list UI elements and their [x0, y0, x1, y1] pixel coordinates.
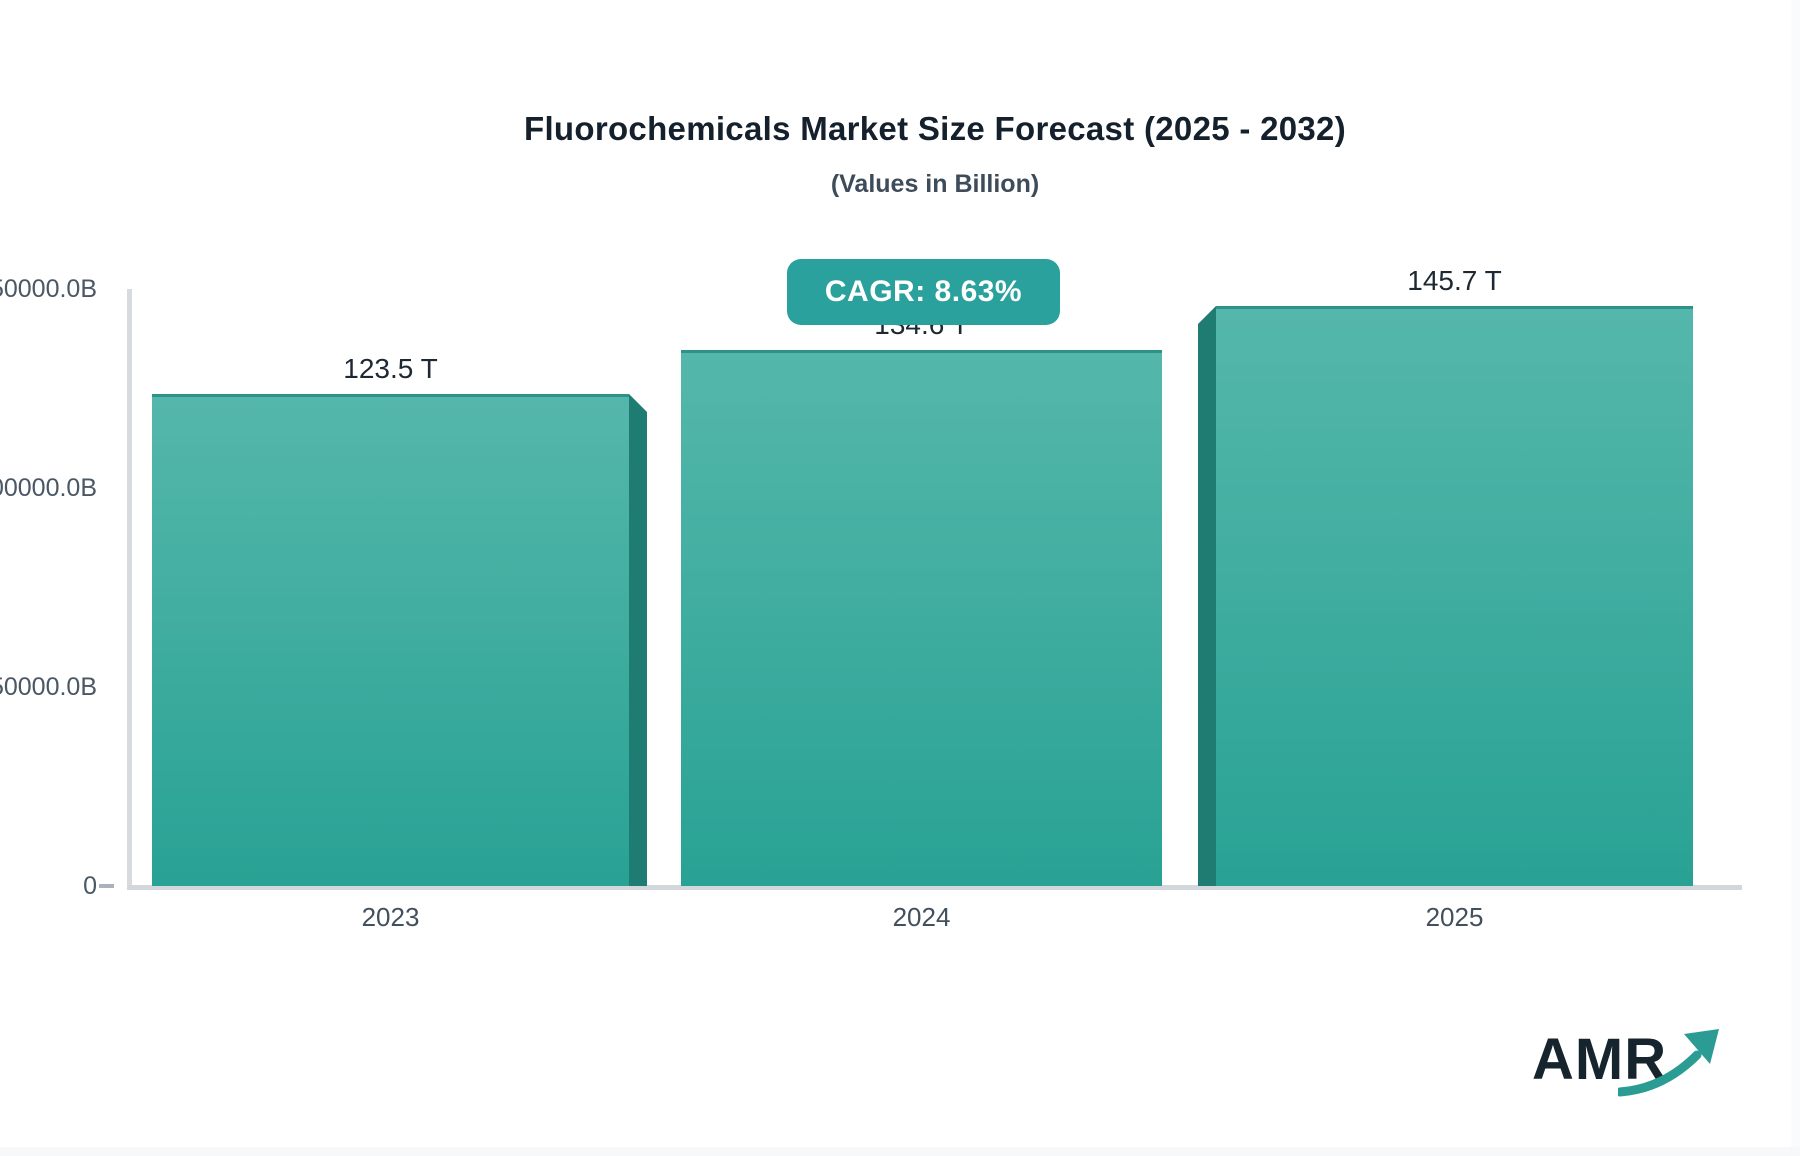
x-tick-label: 2023 [361, 902, 420, 932]
y-tick-label: 100000.0B [0, 474, 97, 502]
chart-title: Fluorochemicals Market Size Forecast (20… [523, 110, 1347, 147]
x-axis-line [127, 885, 1742, 890]
y-tick-label: 0 [83, 872, 97, 900]
amr-logo: AMR [1510, 1018, 1720, 1113]
page-edge-right [1791, 0, 1800, 1156]
bar-face [681, 350, 1162, 886]
bar-face [1216, 306, 1693, 886]
zero-tick-mark [99, 884, 114, 888]
cagr-badge: CAGR: 8.63% [787, 259, 1060, 325]
bar-3d-side [629, 394, 647, 886]
bar-2024: 134.6 T [681, 309, 1162, 886]
x-tick-label: 2024 [892, 902, 951, 932]
y-tick-label: 150000.0B [0, 275, 97, 303]
bar-3d-side [1198, 306, 1216, 886]
bar-face [152, 394, 629, 886]
bar-value-label: 145.7 T [1407, 265, 1502, 296]
trend-up-arrow-icon [1615, 1028, 1723, 1105]
bar-value-label: 123.5 T [343, 353, 438, 384]
bar-2025: 145.7 T [1216, 265, 1693, 886]
bar-2023: 123.5 T [152, 353, 629, 886]
y-tick-label: 50000.0B [0, 673, 97, 701]
page-edge-bottom [0, 1147, 1800, 1156]
x-tick-label: 2025 [1425, 902, 1484, 932]
y-axis-line [127, 289, 132, 887]
chart-subtitle: (Values in Billion) [830, 170, 1040, 198]
amr-logo-text: AMR [1532, 1027, 1668, 1092]
